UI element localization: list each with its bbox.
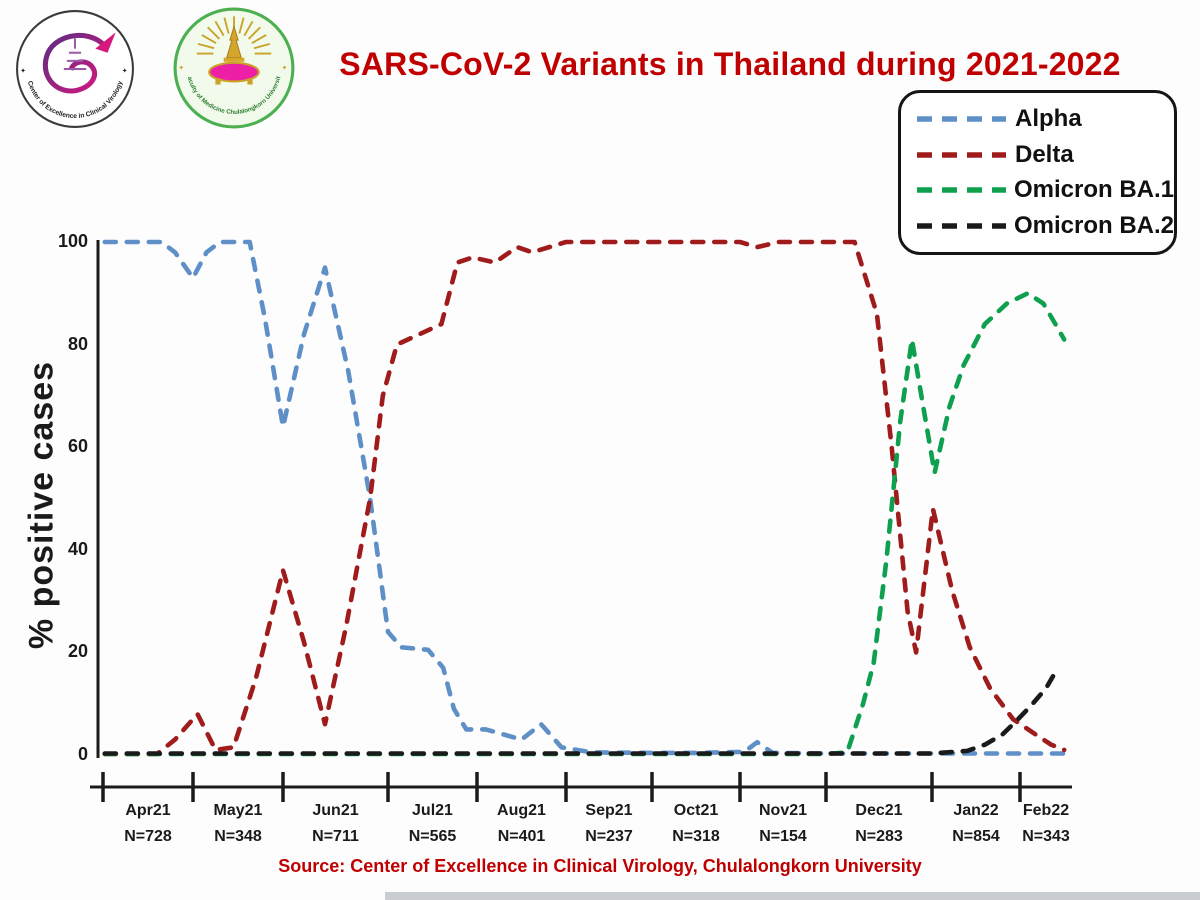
- series-line-omicron-ba-1: [102, 290, 1067, 757]
- arrowhead-icon: [95, 32, 116, 53]
- diamond-ornament: ✦: [178, 63, 184, 72]
- cushion-icon: [208, 61, 260, 83]
- series-line-delta: [102, 239, 1067, 757]
- y-axis-tick-labels: 0 20 40 60 80 100: [22, 0, 88, 900]
- legend-item-delta: Delta: [901, 141, 1174, 169]
- legend-dash-sample: [917, 187, 1006, 194]
- legend: Alpha Delta Omicron BA.1 Omicron BA.2: [898, 90, 1177, 255]
- legend-dash-sample: [917, 151, 1006, 158]
- series-line-alpha: [102, 239, 1067, 756]
- legend-item-omicron-ba-2: Omicron BA.2: [901, 212, 1174, 240]
- legend-label: Omicron BA.2: [1013, 212, 1174, 240]
- y-tick-label-20: 20: [67, 641, 88, 662]
- y-tick-label-60: 60: [67, 436, 88, 457]
- swirl-arrow-icon: [42, 32, 106, 94]
- center-of-excellence-clinical-virology-logo: ✦ ✦ Center of Excellence in Clinical Vir…: [16, 10, 134, 128]
- y-tick-label-40: 40: [67, 538, 88, 559]
- y-tick-label-80: 80: [67, 333, 88, 354]
- page-title: SARS-CoV-2 Variants in Thailand during 2…: [339, 46, 1121, 82]
- legend-label: Alpha: [1015, 104, 1082, 132]
- diamond-ornament: ✦: [122, 67, 128, 75]
- legend-item-omicron-ba-1: Omicron BA.1: [901, 176, 1174, 204]
- cushion-leg: [247, 78, 253, 85]
- legend-item-alpha: Alpha: [901, 105, 1174, 133]
- bottom-edge-strip: [385, 892, 1200, 900]
- diamond-ornament: ✦: [282, 63, 288, 72]
- cushion-leg: [215, 78, 221, 85]
- source-caption: Source: Center of Excellence in Clinical…: [278, 856, 922, 876]
- crown-base: [223, 57, 245, 62]
- legend-dash-sample: [917, 223, 1006, 229]
- diamond-ornament: ✦: [20, 67, 26, 75]
- pagoda-icon: [63, 38, 87, 71]
- faculty-of-medicine-chulalongkorn-logo: ✦ ✦ Faculty of Medicine Chulalongkorn Un…: [172, 6, 295, 129]
- legend-label: Omicron BA.1: [1013, 176, 1174, 204]
- y-tick-label-100: 100: [57, 231, 88, 251]
- series-line-omicron-ba-2: [102, 668, 1059, 756]
- y-tick-label-0: 0: [77, 744, 88, 764]
- legend-label: Delta: [1015, 140, 1074, 168]
- legend-dash-sample: [917, 116, 1006, 122]
